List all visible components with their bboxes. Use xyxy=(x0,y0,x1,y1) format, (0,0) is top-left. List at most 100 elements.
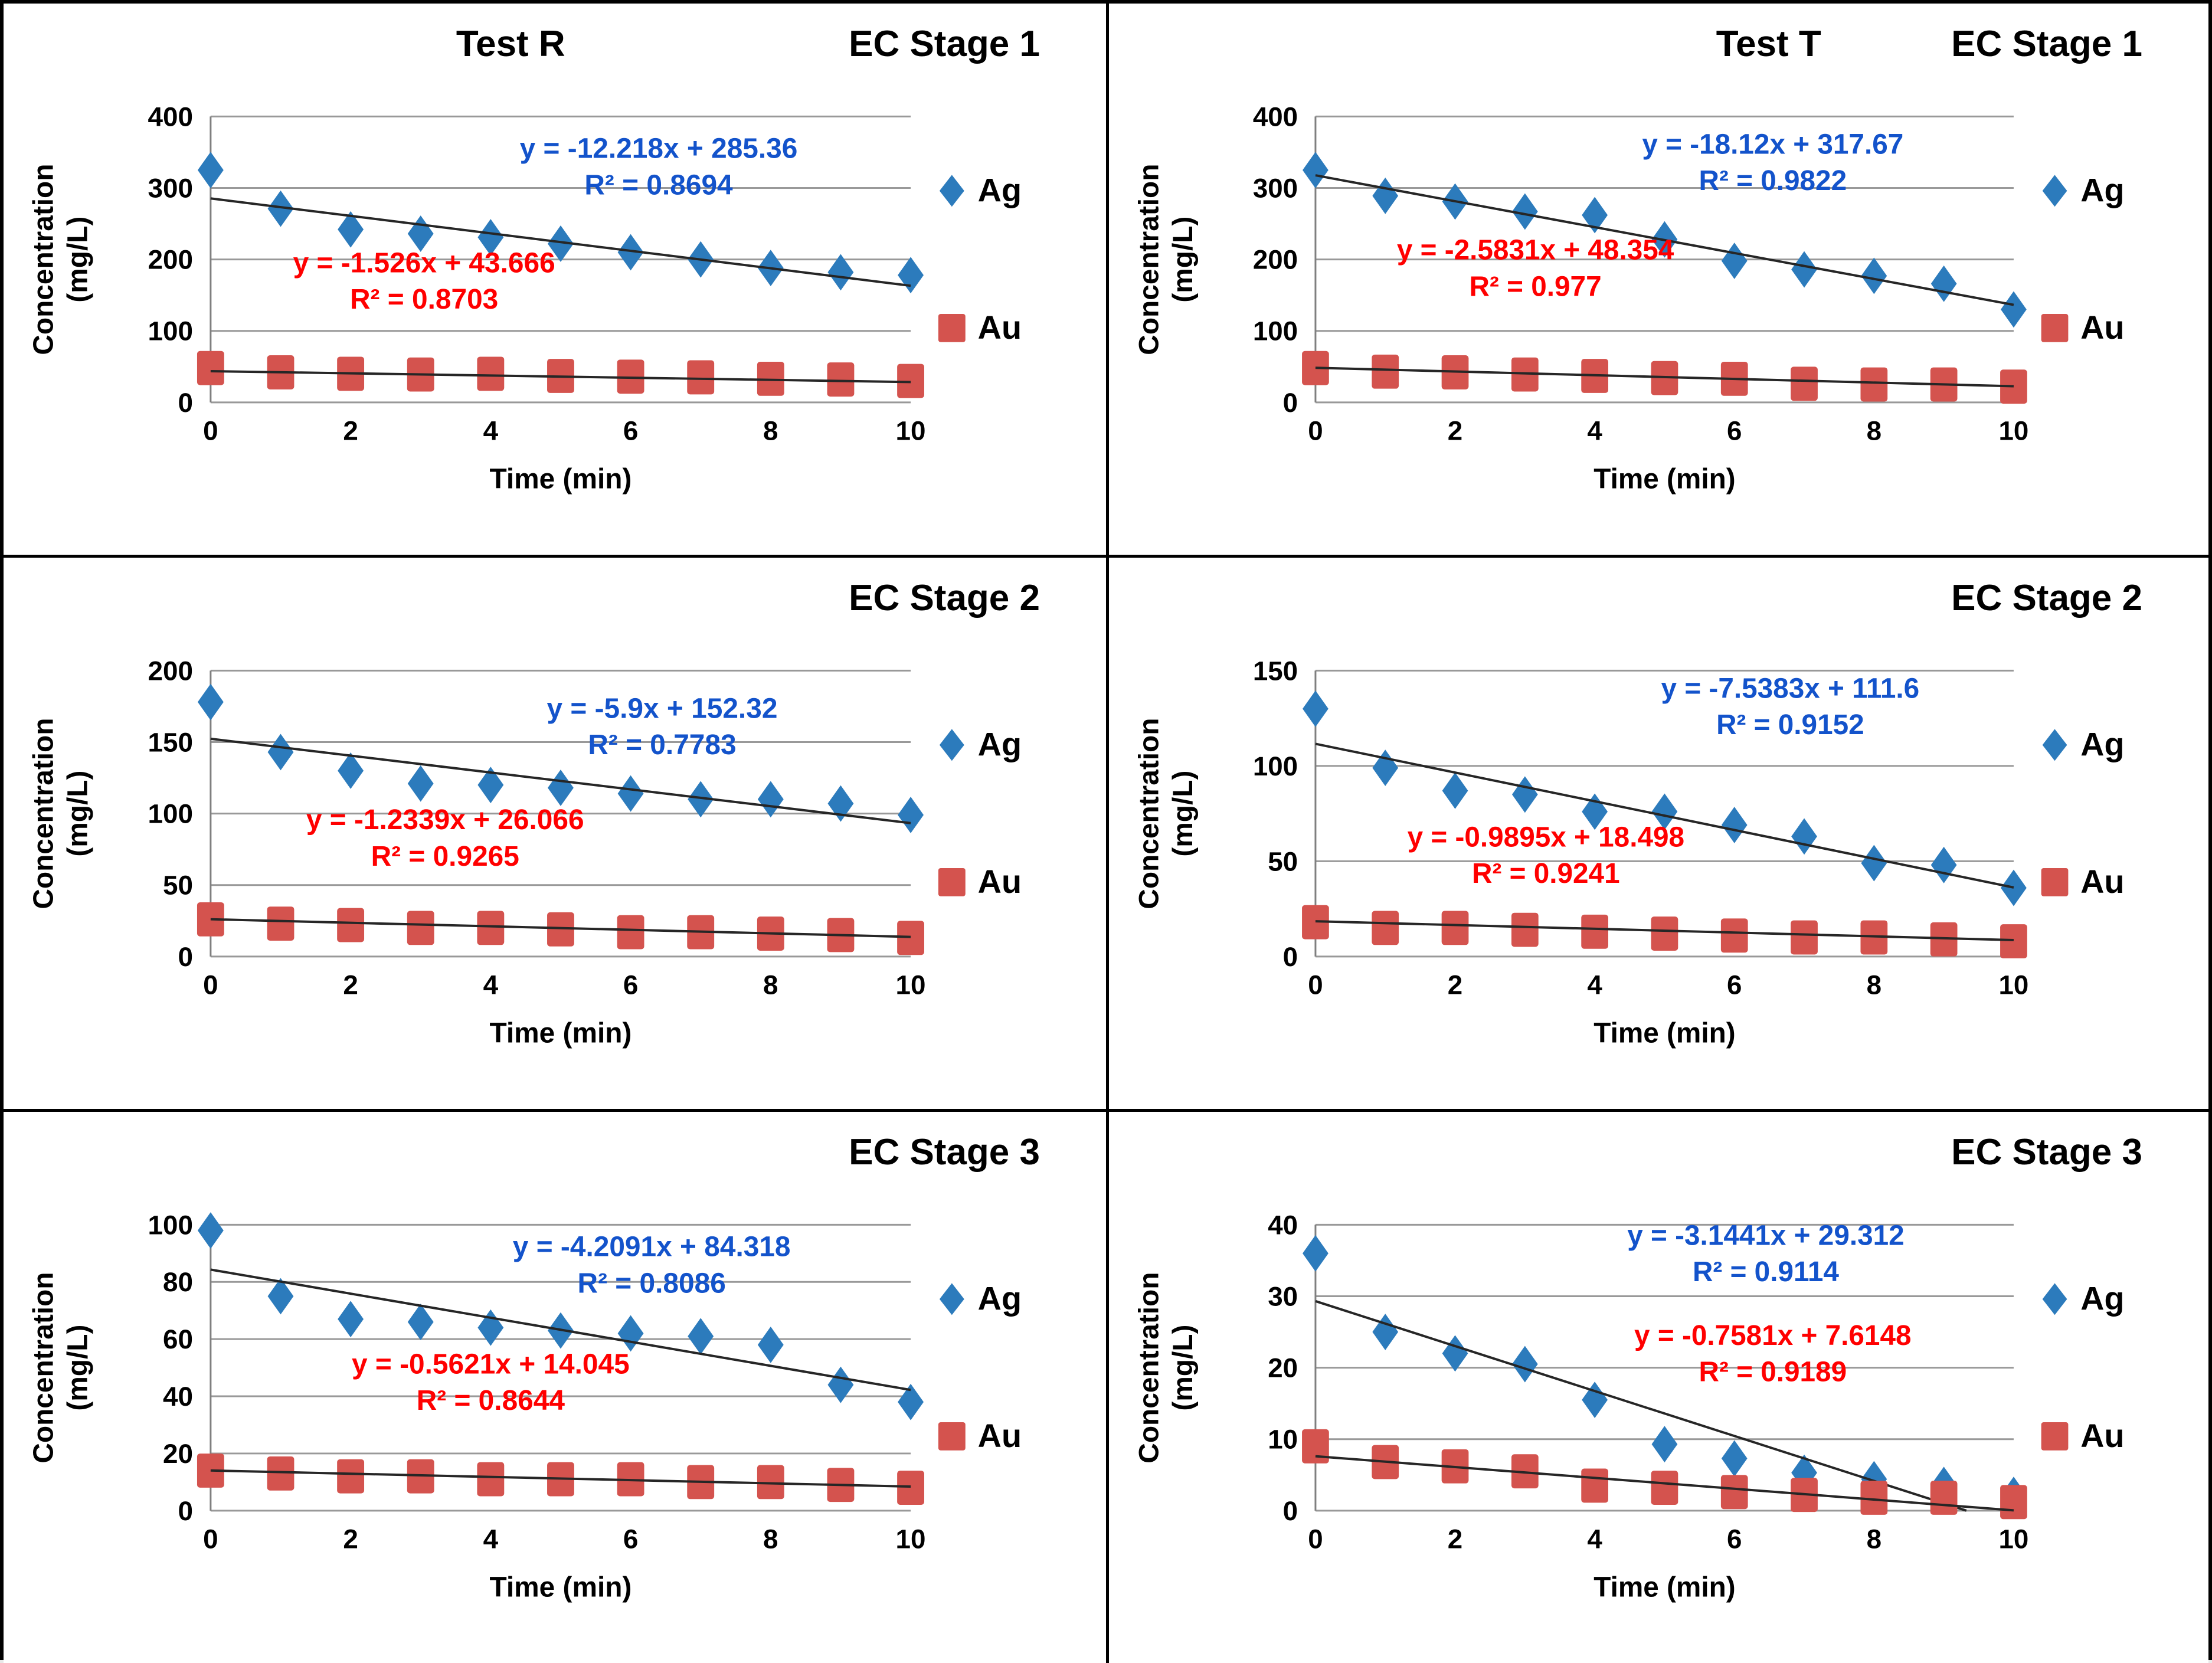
x-tick-label: 8 xyxy=(1867,416,1881,446)
chart-title-stage: EC Stage 2 xyxy=(849,578,1040,618)
y-tick-label: 0 xyxy=(178,1495,193,1526)
y-tick-label: 10 xyxy=(1268,1425,1298,1455)
y-axis-title-line1: Concentration xyxy=(1134,1272,1165,1464)
chart-panel-test-t-ec-stage-1: Test T EC Stage 1 0 100 200 300 400 0 2 4 6 8 10 Ti… xyxy=(1106,4,2208,555)
legend-au-label: Au xyxy=(978,1417,1022,1454)
y-tick-label: 40 xyxy=(163,1381,193,1412)
ag-equation-label: y = -18.12x + 317.67 xyxy=(1642,129,1903,160)
ag-trendline xyxy=(1315,742,2014,889)
y-axis-title-line1: Concentration xyxy=(1134,718,1165,909)
au-r-squared-label: R² = 0.977 xyxy=(1470,271,1602,302)
legend-ag-diamond-icon xyxy=(939,175,964,207)
au-trendline xyxy=(210,1469,911,1488)
scatter-chart-test-r-stage-2: 0 50 100 150 200 0 2 4 6 8 10 Time (min) Concentrati… xyxy=(28,655,1022,1049)
legend-ag-diamond-icon xyxy=(939,729,964,761)
ag-data-point xyxy=(197,152,224,189)
ag-trendline xyxy=(210,197,911,287)
x-tick-label: 4 xyxy=(1587,970,1602,1000)
x-tick-label: 0 xyxy=(1308,1524,1323,1554)
au-data-point xyxy=(2000,924,2027,958)
y-axis-title-line1: Concentration xyxy=(28,718,60,909)
x-tick-label: 10 xyxy=(1999,1524,2029,1554)
au-data-point xyxy=(337,1459,365,1494)
ag-equation-label: y = -3.1441x + 29.312 xyxy=(1627,1220,1904,1251)
au-data-point xyxy=(2000,1485,2027,1520)
ag-data-point xyxy=(1372,1314,1399,1350)
ag-data-point xyxy=(1721,1440,1748,1477)
au-data-point xyxy=(477,356,505,391)
ag-data-point xyxy=(407,1304,434,1340)
x-axis-title: Time (min) xyxy=(489,463,631,495)
chart-panel-test-t-ec-stage-2: EC Stage 2 0 50 100 150 0 2 4 6 8 10 Time (min) Con… xyxy=(1106,555,2208,1109)
au-equation-label: y = -1.2339x + 26.066 xyxy=(306,804,584,836)
ag-data-point xyxy=(617,1315,644,1352)
legend-ag-diamond-icon xyxy=(2042,175,2067,207)
y-tick-label: 0 xyxy=(1283,942,1298,972)
au-data-point xyxy=(1651,1471,1678,1505)
y-tick-label: 150 xyxy=(148,726,193,757)
y-axis-title-line2: (mg/L) xyxy=(1167,217,1199,303)
au-r-squared-label: R² = 0.9265 xyxy=(371,841,519,872)
x-tick-label: 2 xyxy=(343,970,358,1000)
ag-data-point xyxy=(477,219,504,256)
ag-r-squared-label: R² = 0.8086 xyxy=(578,1268,726,1299)
ag-data-point xyxy=(1442,1335,1468,1372)
ag-data-point xyxy=(757,781,784,818)
au-equation-label: y = -0.7581x + 7.6148 xyxy=(1634,1320,1911,1351)
scatter-chart-test-t-stage-1: 0 100 200 300 400 0 2 4 6 8 10 Time (min) Concentrat… xyxy=(1134,102,2125,495)
chart-title-stage: EC Stage 3 xyxy=(1951,1132,2142,1173)
legend-au-square-icon xyxy=(2041,867,2069,896)
y-axis-title-line1: Concentration xyxy=(1134,164,1165,355)
y-tick-label: 30 xyxy=(1268,1281,1298,1311)
y-tick-label: 50 xyxy=(1268,846,1298,876)
chart-title-test: Test T xyxy=(1716,24,1821,64)
legend-au-label: Au xyxy=(2080,309,2124,346)
ag-data-point xyxy=(757,1326,784,1363)
ag-data-point xyxy=(1372,749,1399,786)
scatter-chart-test-t-stage-3: 0 10 20 30 40 0 2 4 6 8 10 Time (min) Concentration(… xyxy=(1134,1210,2125,1603)
au-data-point xyxy=(407,911,434,945)
ag-data-point xyxy=(827,1366,854,1403)
ag-data-point xyxy=(548,770,574,806)
ag-data-point xyxy=(1511,1346,1538,1383)
x-tick-label: 10 xyxy=(1999,970,2029,1000)
y-tick-label: 200 xyxy=(148,655,193,686)
au-data-point xyxy=(267,906,295,941)
x-tick-label: 10 xyxy=(896,970,926,1000)
ag-trendline xyxy=(210,737,911,824)
ag-data-point xyxy=(197,1212,224,1249)
ag-data-point xyxy=(688,781,714,818)
au-data-point xyxy=(1581,1468,1609,1503)
y-tick-label: 400 xyxy=(148,101,193,132)
chart-title-stage: EC Stage 2 xyxy=(1951,578,2142,618)
chart-panel-test-t-ec-stage-3: EC Stage 3 0 10 20 30 40 0 2 4 6 8 10 Time (min) Con… xyxy=(1106,1109,2208,1663)
y-axis-title-line1: Concentration xyxy=(28,1272,60,1464)
au-data-point xyxy=(617,915,644,950)
y-tick-label: 20 xyxy=(163,1438,193,1469)
chart-title-stage: EC Stage 3 xyxy=(849,1132,1040,1173)
y-tick-label: 300 xyxy=(148,172,193,203)
au-data-point xyxy=(1651,916,1678,951)
x-tick-label: 8 xyxy=(1867,970,1881,1000)
y-tick-label: 300 xyxy=(1253,173,1298,203)
au-trendline xyxy=(210,369,911,384)
ag-r-squared-label: R² = 0.9114 xyxy=(1693,1256,1839,1288)
chart-panel-test-r-ec-stage-3: EC Stage 3 0 20 40 60 80 100 0 2 4 6 8 10 Time (min)… xyxy=(4,1109,1106,1663)
ag-data-point xyxy=(1861,257,1887,294)
ag-data-point xyxy=(688,1318,714,1355)
ag-equation-label: y = -5.9x + 152.32 xyxy=(547,693,778,724)
au-data-point xyxy=(1930,1481,1958,1515)
legend-ag-label: Ag xyxy=(2080,1280,2124,1317)
ag-data-point xyxy=(1303,152,1328,189)
x-tick-label: 8 xyxy=(763,415,778,446)
ag-trendline xyxy=(1315,174,2014,306)
y-tick-label: 40 xyxy=(1268,1210,1298,1240)
y-tick-label: 100 xyxy=(148,798,193,829)
au-data-point xyxy=(1511,912,1539,947)
au-data-point xyxy=(827,362,855,397)
ag-data-point xyxy=(898,257,924,294)
au-data-point xyxy=(1720,1475,1748,1510)
x-tick-label: 4 xyxy=(483,1524,499,1554)
ag-data-point xyxy=(267,190,294,227)
ag-data-point xyxy=(338,1301,364,1338)
